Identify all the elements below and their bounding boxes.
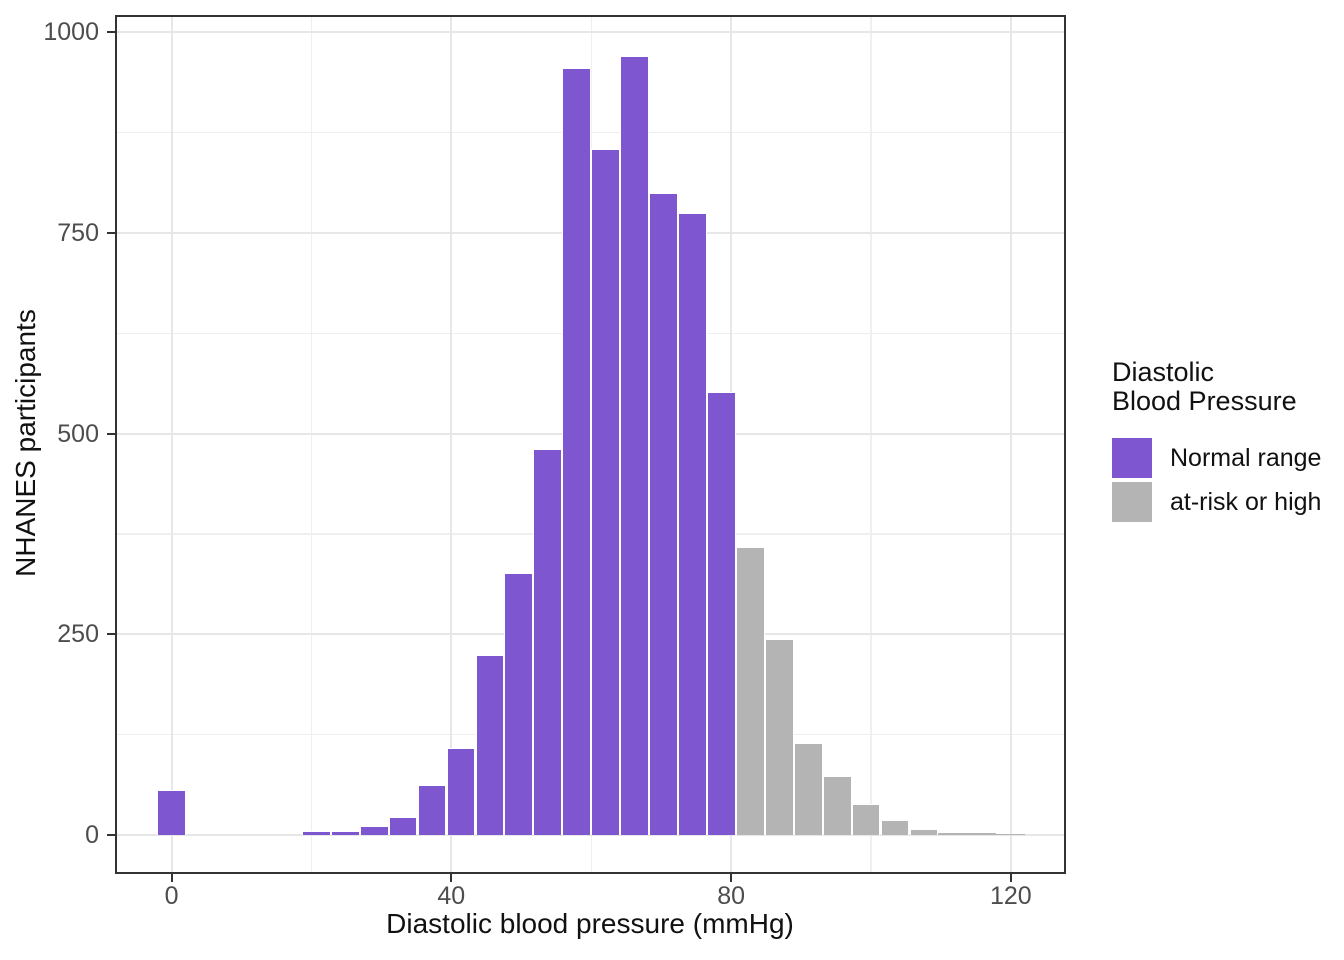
y-tick-mark [107,633,115,636]
histogram-bar [649,192,678,835]
histogram-bar [764,639,794,835]
histogram-bar [562,68,592,835]
histogram-bar [909,829,939,835]
histogram-bar [735,546,765,835]
histogram-bar [793,742,823,835]
y-tick-label: 1000 [43,18,99,47]
x-tick-label: 120 [989,882,1032,910]
x-tick-label: 80 [717,882,745,910]
x-tick-label: 0 [164,882,179,910]
gridline-y-major [115,31,1066,34]
histogram-bar [417,785,447,835]
histogram-bar [996,834,1026,835]
x-tick-mark [170,874,173,882]
legend-label-at-risk: at-risk or high [1170,488,1322,516]
histogram-bar [388,816,418,835]
y-tick-mark [107,231,115,234]
legend-title: Diastolic Blood Pressure [1112,358,1342,416]
gridline-x-minor [870,15,872,874]
histogram-bar [157,790,187,835]
y-tick-mark [107,432,115,435]
histogram-bar [851,803,881,835]
gridline-x-major [1009,15,1012,874]
x-tick-label: 40 [437,882,466,910]
histogram-bar [938,832,968,835]
legend-swatch-at-risk [1112,482,1152,522]
legend-entry-at-risk: at-risk or high [1112,482,1321,522]
histogram-bar [359,826,389,835]
histogram-bar [591,148,621,835]
histogram-bar [504,573,534,835]
gridline-x-minor [310,15,313,874]
histogram-bar [967,833,997,835]
x-tick-mark [730,874,733,882]
histogram-bar [706,391,736,835]
histogram-bar [475,655,505,835]
histogram-bar [880,819,910,835]
histogram-bar [822,775,852,835]
gridline-x-major [450,15,453,874]
legend-entries: Normal range at-risk or high [1112,438,1321,526]
legend-title-line-1: Diastolic [1112,357,1215,387]
legend-entry-normal: Normal range [1112,438,1321,478]
histogram-bar [678,212,707,835]
x-tick-mark [1009,874,1012,882]
y-tick-label: 750 [57,218,99,247]
y-tick-mark [107,834,115,836]
gridline-y-major [115,834,1066,836]
y-tick-label: 500 [57,419,99,448]
legend: Diastolic Blood Pressure Normal range at… [1112,358,1342,522]
x-axis-title: Diastolic blood pressure (mmHg) [386,908,794,939]
histogram-bar [533,448,563,835]
gridline-x-major [170,15,173,874]
y-tick-mark [107,31,115,34]
legend-title-line-2: Blood Pressure [1112,386,1297,416]
legend-swatch-normal-range [1112,438,1152,478]
histogram-bar [620,55,650,835]
plot-panel [115,15,1066,874]
histogram-bar [330,831,360,835]
histogram-bar [446,747,476,835]
histogram-bar [301,831,331,835]
y-tick-label: 0 [85,821,99,849]
y-tick-label: 250 [57,620,99,649]
legend-label-normal-range: Normal range [1170,444,1322,472]
x-tick-mark [450,874,453,882]
